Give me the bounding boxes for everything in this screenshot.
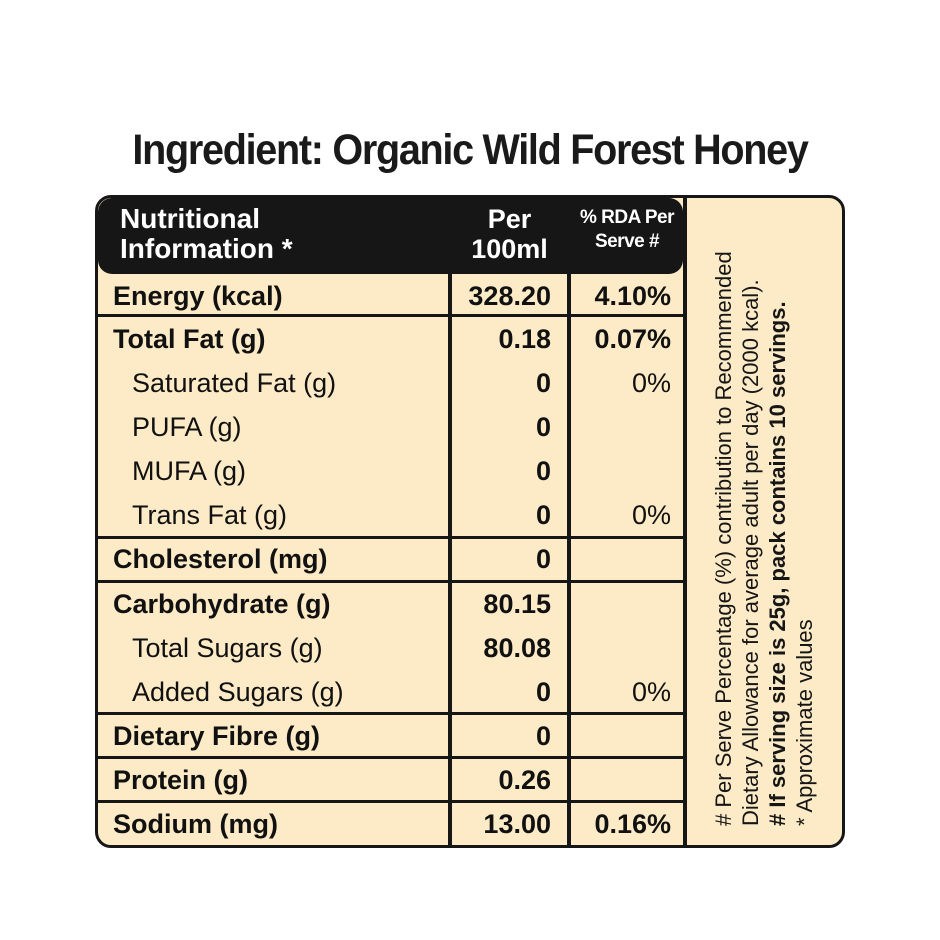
rda-value: 0% bbox=[631, 677, 671, 707]
per-100ml-value: 80.08 bbox=[483, 633, 551, 663]
nutrient-name: Dietary Fibre (g) bbox=[113, 721, 321, 751]
nutrient-name: Energy (kcal) bbox=[113, 281, 283, 311]
table-row: Added Sugars (g) 0 0% bbox=[98, 670, 683, 714]
header-label-line2: Information * bbox=[120, 233, 293, 264]
table-row: Total Fat (g) 0.18 0.07% bbox=[98, 317, 683, 361]
rda-value: 0.07% bbox=[594, 324, 671, 354]
header-per-100ml: Per 100ml bbox=[452, 198, 567, 274]
header-per-line2: 100ml bbox=[471, 234, 548, 264]
per-100ml-value: 328.20 bbox=[468, 281, 551, 311]
table-row: PUFA (g) 0 bbox=[98, 405, 683, 449]
per-100ml-value: 0 bbox=[535, 544, 551, 574]
nutrient-name: Cholesterol (mg) bbox=[113, 544, 328, 574]
column-divider bbox=[448, 198, 452, 845]
table-row: MUFA (g) 0 bbox=[98, 449, 683, 493]
footnote-rda-line2: Dietary Allowance for average adult per … bbox=[738, 279, 763, 826]
footnote-rda-line1: # Per Serve Percentage (%) contribution … bbox=[711, 251, 736, 826]
per-100ml-value: 0.26 bbox=[498, 765, 551, 795]
nutrient-name: Trans Fat (g) bbox=[132, 500, 288, 530]
nutrient-name: Sodium (mg) bbox=[113, 809, 278, 839]
table-row: Saturated Fat (g) 0 0% bbox=[98, 361, 683, 405]
nutrient-name: Saturated Fat (g) bbox=[132, 368, 337, 398]
table-row: Sodium (mg) 13.00 0.16% bbox=[98, 802, 683, 845]
header-rda-line1: % RDA Per bbox=[579, 207, 675, 228]
row-divider bbox=[98, 800, 683, 803]
page-title: Ingredient: Organic Wild Forest Honey bbox=[132, 126, 808, 174]
header-rda-line2: Serve # bbox=[594, 231, 660, 252]
per-100ml-value: 0 bbox=[535, 677, 551, 707]
row-divider bbox=[98, 580, 683, 583]
per-100ml-value: 0 bbox=[535, 368, 551, 398]
header-label-line1: Nutritional bbox=[120, 203, 260, 234]
table-row: Total Sugars (g) 80.08 bbox=[98, 626, 683, 670]
per-100ml-value: 0 bbox=[535, 500, 551, 530]
row-divider bbox=[98, 536, 683, 539]
rda-value: 0% bbox=[631, 368, 671, 398]
rda-value: 4.10% bbox=[594, 281, 671, 311]
table-row: Protein (g) 0.26 bbox=[98, 758, 683, 802]
table-row: Cholesterol (mg) 0 bbox=[98, 537, 683, 581]
per-100ml-value: 80.15 bbox=[483, 589, 551, 619]
header-per-line1: Per bbox=[487, 204, 532, 234]
nutrition-panel: Nutritional Information * Per 100ml % RD… bbox=[95, 195, 845, 848]
per-100ml-value: 0.18 bbox=[498, 324, 551, 354]
header-rda-per-serve: % RDA Per Serve # bbox=[571, 198, 683, 274]
table-row: Energy (kcal) 328.20 4.10% bbox=[98, 274, 683, 318]
nutrient-name: Total Sugars (g) bbox=[132, 633, 323, 663]
per-100ml-value: 0 bbox=[535, 721, 551, 751]
table-row: Carbohydrate (g) 80.15 bbox=[98, 582, 683, 626]
table-row: Dietary Fibre (g) 0 bbox=[98, 714, 683, 758]
row-divider bbox=[98, 314, 683, 317]
header-nutritional-information: Nutritional Information * bbox=[98, 198, 448, 274]
nutrient-name: Carbohydrate (g) bbox=[113, 589, 331, 619]
nutrient-name: Protein (g) bbox=[113, 765, 248, 795]
nutrient-name: MUFA (g) bbox=[132, 456, 247, 486]
column-divider bbox=[683, 198, 687, 845]
footnote-approximate: * Approximate values bbox=[792, 619, 817, 826]
nutrient-name: PUFA (g) bbox=[132, 412, 242, 442]
row-divider bbox=[98, 712, 683, 715]
nutrient-name: Added Sugars (g) bbox=[132, 677, 344, 707]
column-divider bbox=[567, 198, 571, 845]
footnote-text: # Per Serve Percentage (%) contribution … bbox=[710, 226, 818, 826]
footnote-serving-size: # If serving size is 25g, pack contains … bbox=[765, 301, 790, 826]
per-100ml-value: 13.00 bbox=[483, 809, 551, 839]
row-divider bbox=[98, 756, 683, 759]
table-row: Trans Fat (g) 0 0% bbox=[98, 493, 683, 537]
rda-value: 0.16% bbox=[594, 809, 671, 839]
footnote-panel: # Per Serve Percentage (%) contribution … bbox=[687, 198, 842, 845]
rda-value: 0% bbox=[631, 500, 671, 530]
per-100ml-value: 0 bbox=[535, 456, 551, 486]
nutrient-name: Total Fat (g) bbox=[113, 324, 266, 354]
per-100ml-value: 0 bbox=[535, 412, 551, 442]
